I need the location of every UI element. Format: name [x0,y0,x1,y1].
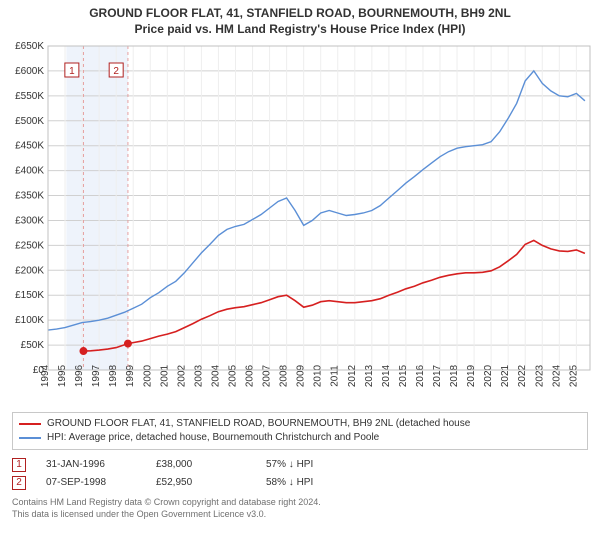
svg-text:1: 1 [69,66,75,77]
svg-text:2025: 2025 [568,364,579,387]
svg-text:2011: 2011 [330,365,341,387]
svg-text:£250K: £250K [15,240,44,251]
svg-text:2008: 2008 [279,364,290,387]
svg-text:2017: 2017 [432,364,443,387]
legend: GROUND FLOOR FLAT, 41, STANFIELD ROAD, B… [12,412,588,450]
legend-swatch-1 [19,423,41,425]
legend-swatch-2 [19,437,41,439]
svg-text:2015: 2015 [398,364,409,387]
svg-text:£100K: £100K [15,315,44,326]
svg-text:2002: 2002 [176,364,187,387]
marker-price-2: £52,950 [156,474,246,492]
marker-row-1: 1 31-JAN-1996 £38,000 57% ↓ HPI [12,456,588,474]
svg-text:2: 2 [113,66,119,77]
svg-text:2012: 2012 [347,364,358,387]
svg-text:£50K: £50K [21,340,45,351]
svg-text:£350K: £350K [15,191,44,202]
marker-delta-1: 57% ↓ HPI [266,456,356,474]
legend-label-2: HPI: Average price, detached house, Bour… [47,431,379,445]
svg-text:1994: 1994 [40,364,51,387]
svg-text:2004: 2004 [210,364,221,387]
svg-text:£300K: £300K [15,215,44,226]
svg-text:2000: 2000 [142,364,153,387]
svg-text:2023: 2023 [534,364,545,387]
chart-titles: GROUND FLOOR FLAT, 41, STANFIELD ROAD, B… [0,0,600,38]
svg-text:1995: 1995 [57,364,68,387]
svg-text:2001: 2001 [159,364,170,387]
svg-text:2006: 2006 [245,364,256,387]
svg-text:2003: 2003 [193,364,204,387]
legend-row-2: HPI: Average price, detached house, Bour… [19,431,581,445]
svg-text:£600K: £600K [15,66,44,77]
legend-row-1: GROUND FLOOR FLAT, 41, STANFIELD ROAD, B… [19,417,581,431]
sale-marker-table: 1 31-JAN-1996 £38,000 57% ↓ HPI 2 07-SEP… [12,456,588,492]
svg-text:2022: 2022 [517,364,528,387]
svg-text:2010: 2010 [313,364,324,387]
svg-text:£650K: £650K [15,41,44,52]
svg-text:2016: 2016 [415,364,426,387]
svg-text:2005: 2005 [227,364,238,387]
svg-text:2007: 2007 [262,364,273,387]
marker-delta-2: 58% ↓ HPI [266,474,356,492]
title-line-2: Price paid vs. HM Land Registry's House … [8,22,592,36]
svg-text:£200K: £200K [15,265,44,276]
title-line-1: GROUND FLOOR FLAT, 41, STANFIELD ROAD, B… [8,6,592,20]
svg-text:1997: 1997 [91,364,102,387]
attribution-line-2: This data is licensed under the Open Gov… [12,508,588,520]
marker-date-1: 31-JAN-1996 [46,456,136,474]
svg-text:2014: 2014 [381,364,392,387]
chart-footer: GROUND FLOOR FLAT, 41, STANFIELD ROAD, B… [0,408,600,526]
svg-text:2024: 2024 [551,364,562,387]
svg-text:£550K: £550K [15,91,44,102]
marker-id-2: 2 [12,476,26,490]
svg-text:1999: 1999 [125,364,136,387]
marker-date-2: 07-SEP-1998 [46,474,136,492]
svg-text:2013: 2013 [364,364,375,387]
marker-id-1: 1 [12,458,26,472]
chart-svg: £0£50K£100K£150K£200K£250K£300K£350K£400… [0,38,600,408]
svg-text:2021: 2021 [500,364,511,387]
attribution: Contains HM Land Registry data © Crown c… [12,496,588,520]
svg-text:1996: 1996 [74,364,85,387]
svg-text:1998: 1998 [108,364,119,387]
svg-text:2020: 2020 [483,364,494,387]
svg-text:2019: 2019 [466,364,477,387]
svg-text:£500K: £500K [15,116,44,127]
legend-label-1: GROUND FLOOR FLAT, 41, STANFIELD ROAD, B… [47,417,470,431]
svg-text:£450K: £450K [15,141,44,152]
chart-area: £0£50K£100K£150K£200K£250K£300K£350K£400… [0,38,600,408]
marker-row-2: 2 07-SEP-1998 £52,950 58% ↓ HPI [12,474,588,492]
svg-text:2018: 2018 [449,364,460,387]
svg-text:£400K: £400K [15,166,44,177]
svg-text:£150K: £150K [15,290,44,301]
svg-text:2009: 2009 [296,364,307,387]
attribution-line-1: Contains HM Land Registry data © Crown c… [12,496,588,508]
marker-price-1: £38,000 [156,456,246,474]
